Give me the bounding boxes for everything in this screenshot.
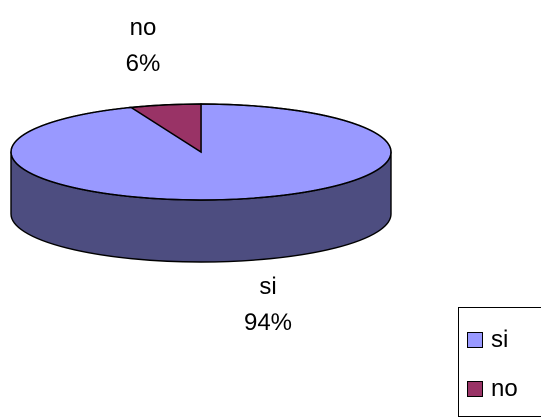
slice-label-no: no 6%: [98, 10, 188, 82]
legend-item-no: no: [467, 375, 518, 403]
legend-item-si: si: [467, 326, 508, 354]
pie-top-outline: [10, 103, 392, 201]
slice-label-si-name: si: [259, 273, 277, 300]
legend-swatch-no: [467, 381, 483, 397]
slice-label-no-percent: 6%: [125, 50, 161, 77]
slice-label-no-name: no: [129, 14, 157, 41]
slice-label-si: si 94%: [223, 269, 313, 341]
legend-label-si: si: [491, 326, 509, 353]
legend-label-no: no: [491, 375, 518, 402]
legend-swatch-si: [467, 332, 483, 348]
legend: si no: [458, 307, 541, 417]
slice-label-si-percent: 94%: [243, 309, 293, 336]
